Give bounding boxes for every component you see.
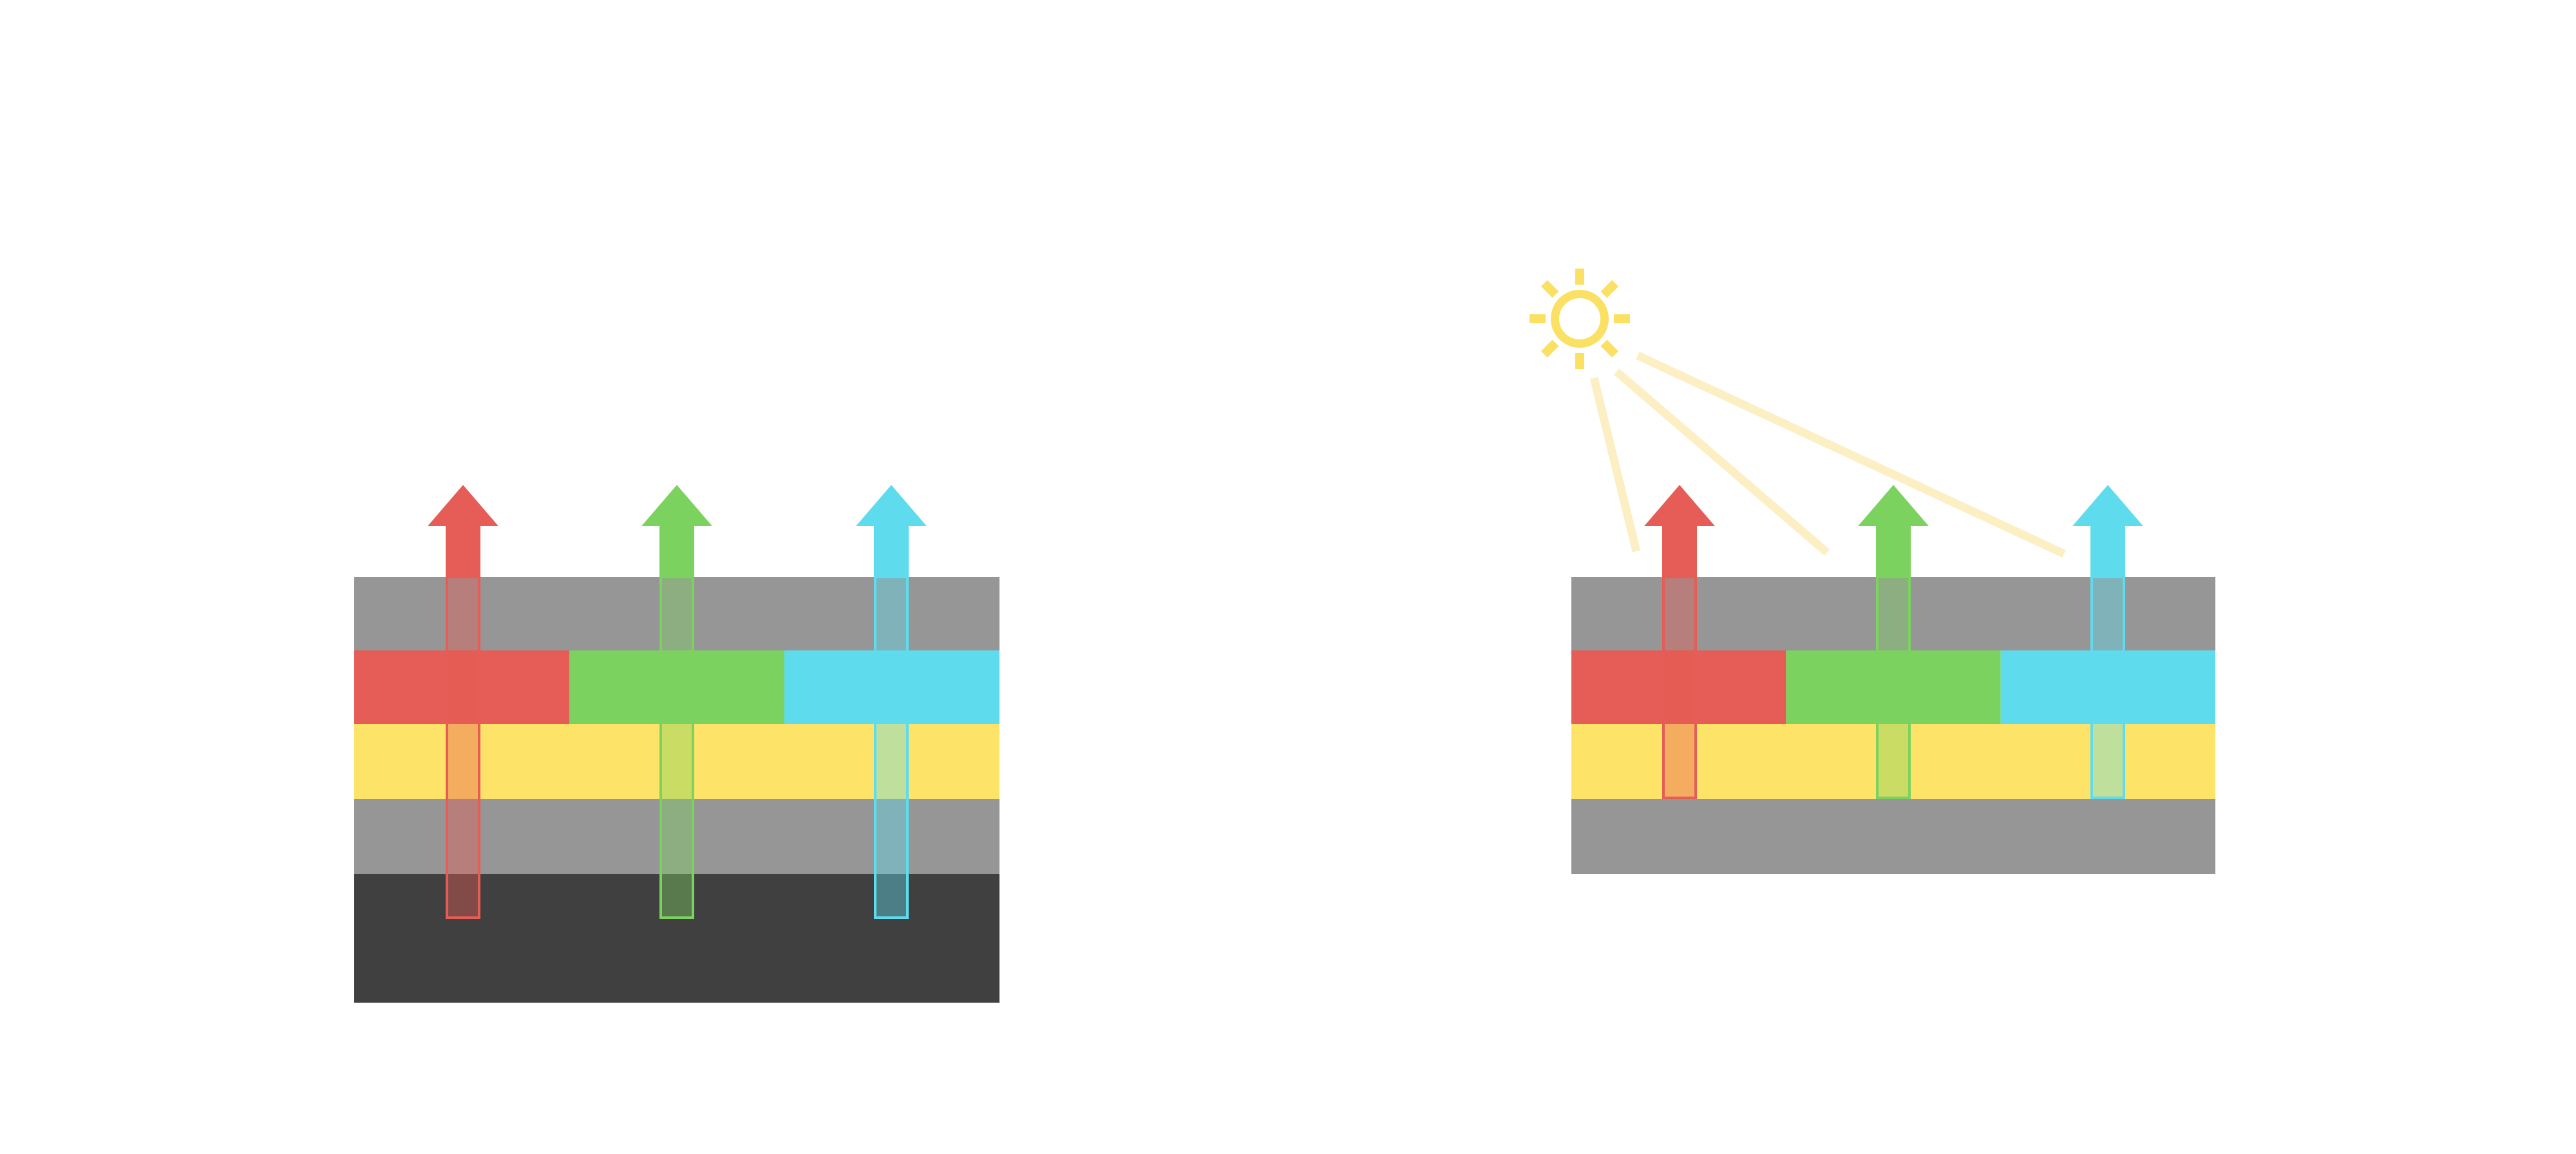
sun-ray [1600, 339, 1619, 358]
green-subpixel [1786, 650, 2001, 724]
yellow-layer [354, 724, 999, 799]
bottom-gray-layer [1571, 799, 2215, 874]
arrow-head [856, 485, 927, 578]
green-light-arrow [1858, 485, 1929, 799]
arrow-head [1644, 485, 1715, 578]
arrow-body-through-stack [874, 576, 909, 919]
green-light-arrow [641, 485, 712, 919]
yellow-layer [1571, 724, 2215, 799]
sun-ring [1551, 290, 1609, 348]
layer-stack [354, 577, 999, 1003]
red-subpixel [354, 650, 569, 724]
arrow-body-through-stack [1662, 576, 1697, 799]
sun-ray [1600, 279, 1619, 298]
sunlight-beams [1589, 352, 2066, 558]
green-subpixel [569, 650, 784, 724]
top-gray-layer [1571, 577, 2215, 650]
top-gray-layer [354, 577, 999, 650]
blue-light-arrow [2072, 485, 2143, 799]
reflective-display-panel [1530, 269, 2215, 874]
blue-subpixel [784, 650, 999, 724]
arrow-body-through-stack [1876, 576, 1911, 799]
sun-beam-short [1589, 377, 1641, 553]
arrow-body-through-stack [446, 576, 480, 919]
arrow-body-through-stack [659, 576, 694, 919]
bottom-gray-layer [354, 799, 999, 874]
red-light-arrow [428, 485, 498, 919]
arrow-head [428, 485, 498, 578]
sun-icon [1530, 269, 1630, 369]
sun-beam-mid [1613, 368, 1830, 556]
arrow-head [641, 485, 712, 578]
arrow-head [2072, 485, 2143, 578]
layer-stack [1571, 577, 2215, 874]
sun-ray [1540, 279, 1559, 298]
arrow-head [1858, 485, 1929, 578]
blue-light-arrow [856, 485, 927, 919]
red-light-arrow [1644, 485, 1715, 799]
arrow-body-through-stack [2090, 576, 2125, 799]
sun-beam-long [1636, 352, 2066, 558]
blue-subpixel [2000, 650, 2215, 724]
red-subpixel [1571, 650, 1786, 724]
dark-backplane-layer [354, 874, 999, 1003]
sun-ray [1540, 339, 1559, 358]
emissive-display-panel [354, 485, 999, 1003]
